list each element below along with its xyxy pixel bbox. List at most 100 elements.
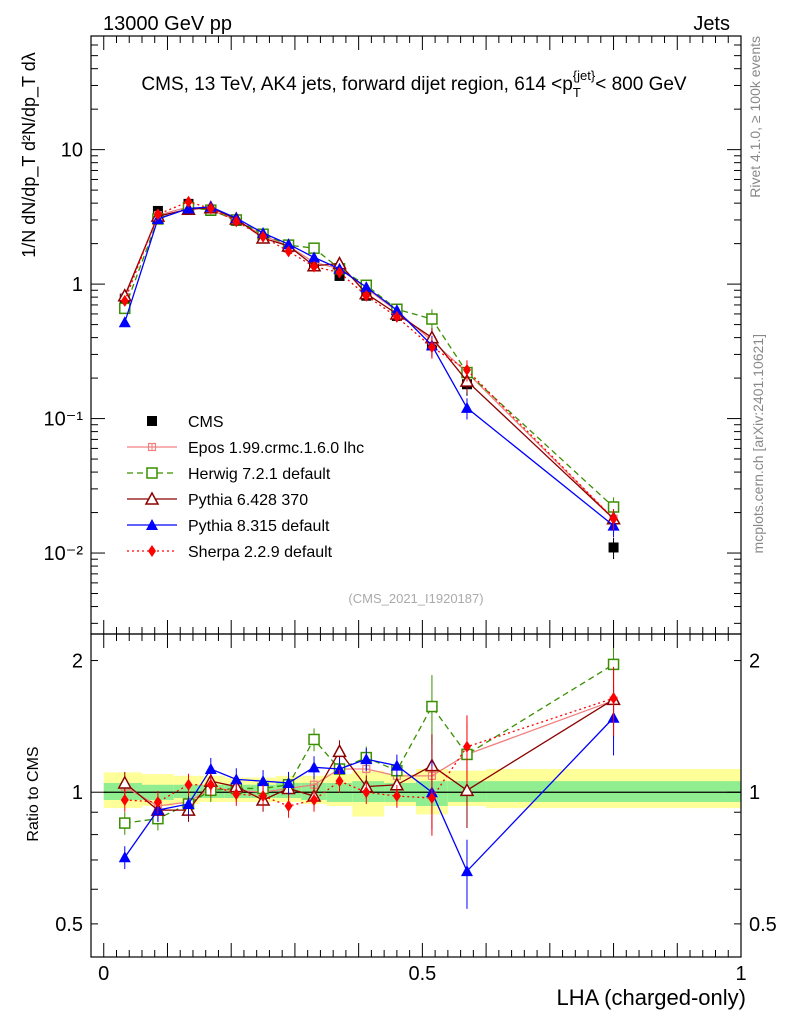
ratio-point-pythia8 bbox=[333, 762, 346, 774]
legend-label-cms: CMS bbox=[188, 414, 224, 431]
main-title: CMS, 13 TeV, AK4 jets, forward dijet reg… bbox=[141, 68, 687, 100]
header-right: Jets bbox=[693, 13, 730, 35]
ratio-point-pythia8 bbox=[308, 761, 321, 773]
main-ytick-label: 1 bbox=[72, 274, 83, 296]
main-point-sherpa bbox=[206, 202, 215, 215]
legend-marker-herwig bbox=[146, 467, 158, 479]
legend-marker-sherpa bbox=[148, 545, 156, 557]
ratio-point-sherpa bbox=[609, 692, 618, 705]
legend-marker-pythia6 bbox=[144, 491, 160, 505]
main-point-pythia8 bbox=[390, 304, 403, 316]
ratio-point-pythia6 bbox=[117, 775, 133, 789]
main-point-sherpa bbox=[232, 215, 241, 228]
ratio-ytick-label: 1 bbox=[72, 782, 83, 804]
ratio-point-pythia8 bbox=[390, 759, 403, 771]
ratio-point-sherpa bbox=[310, 793, 319, 806]
main-point-sherpa bbox=[335, 266, 344, 279]
ratio-ytick-label: 0.5 bbox=[55, 914, 83, 936]
panel-frames bbox=[90, 35, 742, 958]
main-line-pythia8 bbox=[124, 206, 614, 527]
band-stat-bin bbox=[486, 781, 741, 802]
main-point-sherpa bbox=[120, 294, 129, 307]
ratio-ytick-label-right: 2 bbox=[749, 651, 760, 673]
ratio-point-sherpa bbox=[335, 775, 344, 788]
ratio-frame bbox=[90, 633, 742, 958]
ratio-point-sherpa bbox=[206, 778, 215, 791]
legend-label-sherpa: Sherpa 2.2.9 default bbox=[188, 544, 333, 561]
watermark: (CMS_2021_I1920187) bbox=[348, 591, 483, 606]
legend-label-pythia6: Pythia 6.428 370 bbox=[188, 492, 308, 509]
ratio-point-pythia8 bbox=[204, 762, 217, 774]
ratio-point-pythia8 bbox=[282, 776, 295, 788]
main-point-sherpa bbox=[392, 310, 401, 323]
main-y-axis-label-text: 1/N dN/dp_T d²N/dp_T dλ bbox=[19, 52, 40, 257]
x-tick-label: 1 bbox=[735, 963, 746, 985]
main-point-sherpa bbox=[259, 230, 268, 243]
main-ytick-label: 10 bbox=[61, 140, 83, 162]
main-point-sherpa bbox=[310, 260, 319, 273]
ratio-point-pythia8 bbox=[230, 773, 243, 785]
legend-label-epos: Epos 1.99.crmc.1.6.0 lhc bbox=[188, 440, 364, 457]
side-label-rivet: Rivet 4.1.0, ≥ 100k events bbox=[747, 36, 763, 198]
legend-marker-cms bbox=[147, 416, 157, 426]
ratio-point-herwig bbox=[308, 733, 320, 746]
band-stat-bin bbox=[173, 784, 200, 799]
main-point-herwig bbox=[426, 313, 438, 325]
legend-label-pythia8: Pythia 8.315 default bbox=[188, 518, 330, 535]
ratio-point-herwig bbox=[119, 817, 131, 829]
ratio-ytick-label-right: 0.5 bbox=[749, 914, 777, 936]
main-point-sherpa bbox=[609, 512, 618, 525]
ratio-point-herwig bbox=[426, 700, 438, 713]
main-point-sherpa bbox=[362, 289, 371, 302]
main-point-sherpa bbox=[184, 195, 193, 208]
ratio-point-sherpa bbox=[462, 740, 471, 753]
ratio-point-pythia6 bbox=[332, 743, 347, 758]
ratio-point-sherpa bbox=[259, 790, 268, 803]
main-ytick-label: 10⁻¹ bbox=[44, 409, 84, 431]
main-point-sherpa bbox=[284, 245, 293, 258]
x-tick-label: 0 bbox=[98, 963, 109, 985]
ratio-point-pythia8 bbox=[360, 753, 373, 765]
main-point-pythia8 bbox=[182, 202, 195, 214]
ratio-panel-marks bbox=[117, 632, 621, 909]
ratio-point-pythia8 bbox=[460, 865, 473, 877]
ratio-point-pythia8 bbox=[257, 775, 270, 787]
main-point-pythia8 bbox=[360, 281, 373, 293]
band-stat-bin bbox=[103, 782, 142, 800]
ratio-point-sherpa bbox=[392, 790, 401, 803]
ratio-line-sherpa bbox=[124, 697, 614, 807]
legend-label-herwig: Herwig 7.2.1 default bbox=[188, 466, 331, 483]
ratio-ytick-label: 2 bbox=[72, 651, 83, 673]
ratio-line-pythia8 bbox=[124, 717, 615, 873]
main-line-herwig bbox=[124, 207, 614, 508]
main-ytick-label: 10⁻² bbox=[44, 543, 84, 565]
ratio-point-pythia6 bbox=[459, 782, 475, 797]
ratio-point-sherpa bbox=[153, 795, 162, 808]
main-point-cms bbox=[608, 542, 619, 553]
ratio-point-sherpa bbox=[232, 788, 241, 801]
ratio-point-sherpa bbox=[427, 792, 436, 805]
ratio-point-sherpa bbox=[284, 799, 293, 812]
axis-ticks: 10⁻² 10⁻¹ 1 10 0.5 0.5 1 1 2 2 0 0.5 1 bbox=[44, 35, 777, 985]
ratio-point-pythia8 bbox=[182, 797, 195, 809]
ratio-point-sherpa bbox=[184, 778, 193, 791]
legend-marker-pythia8 bbox=[146, 519, 158, 530]
main-point-pythia8 bbox=[118, 316, 131, 328]
ratio-ytick-label-right: 1 bbox=[749, 782, 760, 804]
header-left: 13000 GeV pp bbox=[103, 13, 232, 35]
x-axis-label: LHA (charged-only) bbox=[556, 985, 746, 1010]
legend: CMS Epos 1.99.crmc.1.6.0 lhc Herwig 7.2.1 … bbox=[127, 414, 364, 561]
main-point-sherpa bbox=[462, 363, 471, 376]
ratio-point-pythia8 bbox=[118, 851, 131, 863]
main-point-sherpa bbox=[427, 341, 436, 354]
legend-marker-epos bbox=[147, 442, 157, 452]
ratio-point-sherpa bbox=[362, 786, 371, 799]
main-point-pythia8 bbox=[460, 401, 473, 413]
main-point-pythia8 bbox=[308, 251, 321, 263]
main-point-pythia8 bbox=[282, 238, 295, 250]
main-point-sherpa bbox=[153, 208, 162, 221]
ratio-y-axis-label: Ratio to CMS bbox=[25, 746, 42, 841]
side-label-mcplots: mcplots.cern.ch [arXiv:2401.10621] bbox=[750, 334, 766, 553]
x-tick-label: 0.5 bbox=[408, 963, 436, 985]
